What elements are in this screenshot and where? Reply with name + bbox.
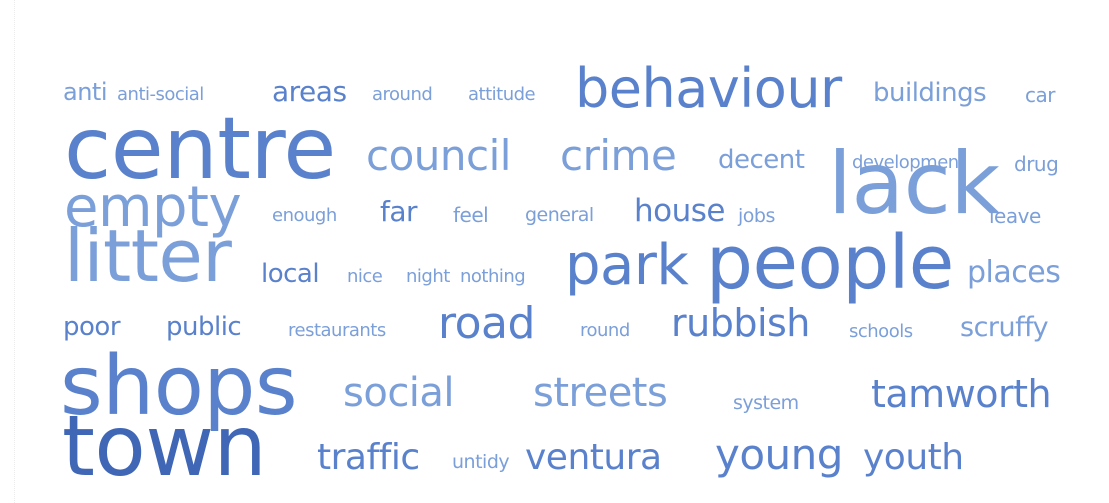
word-house: house (634, 193, 725, 229)
word-centre: centre (64, 99, 336, 199)
word-system: system (733, 392, 799, 414)
word-jobs: jobs (738, 205, 775, 227)
word-social: social (343, 370, 455, 416)
word-streets: streets (533, 370, 668, 416)
word-public: public (166, 312, 242, 342)
word-rubbish: rubbish (671, 301, 810, 345)
word-decent: decent (718, 145, 805, 175)
word-park: park (565, 233, 689, 298)
word-nothing: nothing (460, 266, 526, 287)
word-around: around (372, 84, 433, 105)
word-night: night (406, 266, 450, 287)
word-poor: poor (63, 312, 121, 342)
word-road: road (438, 298, 535, 349)
word-enough: enough (272, 205, 337, 226)
word-leave: leave (989, 204, 1041, 228)
word-areas: areas (272, 75, 347, 108)
word-town: town (62, 397, 267, 495)
word-restaurants: restaurants (288, 320, 386, 341)
word-untidy: untidy (452, 451, 510, 473)
word-youth: youth (863, 437, 964, 478)
word-crime: crime (560, 131, 677, 180)
word-general: general (525, 204, 594, 226)
word-buildings: buildings (873, 78, 987, 108)
word-feel: feel (453, 203, 489, 227)
word-people: people (706, 220, 954, 306)
word-scruffy: scruffy (960, 312, 1049, 343)
word-behaviour: behaviour (575, 57, 842, 120)
word-anti-social: anti-social (117, 84, 204, 105)
word-car: car (1025, 83, 1055, 107)
word-traffic: traffic (317, 437, 420, 478)
word-nice: nice (347, 266, 383, 287)
word-attitude: attitude (468, 84, 536, 105)
word-ventura: ventura (525, 437, 662, 478)
word-young: young (715, 430, 843, 479)
word-tamworth: tamworth (871, 372, 1052, 416)
word-schools: schools (849, 321, 913, 342)
word-drug: drug (1014, 152, 1059, 176)
word-council: council (366, 131, 511, 180)
scan-edge-divider (14, 0, 15, 503)
word-far: far (380, 195, 418, 228)
word-local: local (261, 259, 320, 289)
word-development: development (852, 152, 966, 173)
word-shops: shops (60, 339, 298, 434)
word-places: places (967, 255, 1061, 290)
word-round: round (580, 320, 630, 341)
word-anti: anti (63, 78, 108, 106)
word-empty: empty (64, 175, 242, 240)
word-lack: lack (828, 134, 1000, 234)
word-litter: litter (64, 214, 232, 298)
